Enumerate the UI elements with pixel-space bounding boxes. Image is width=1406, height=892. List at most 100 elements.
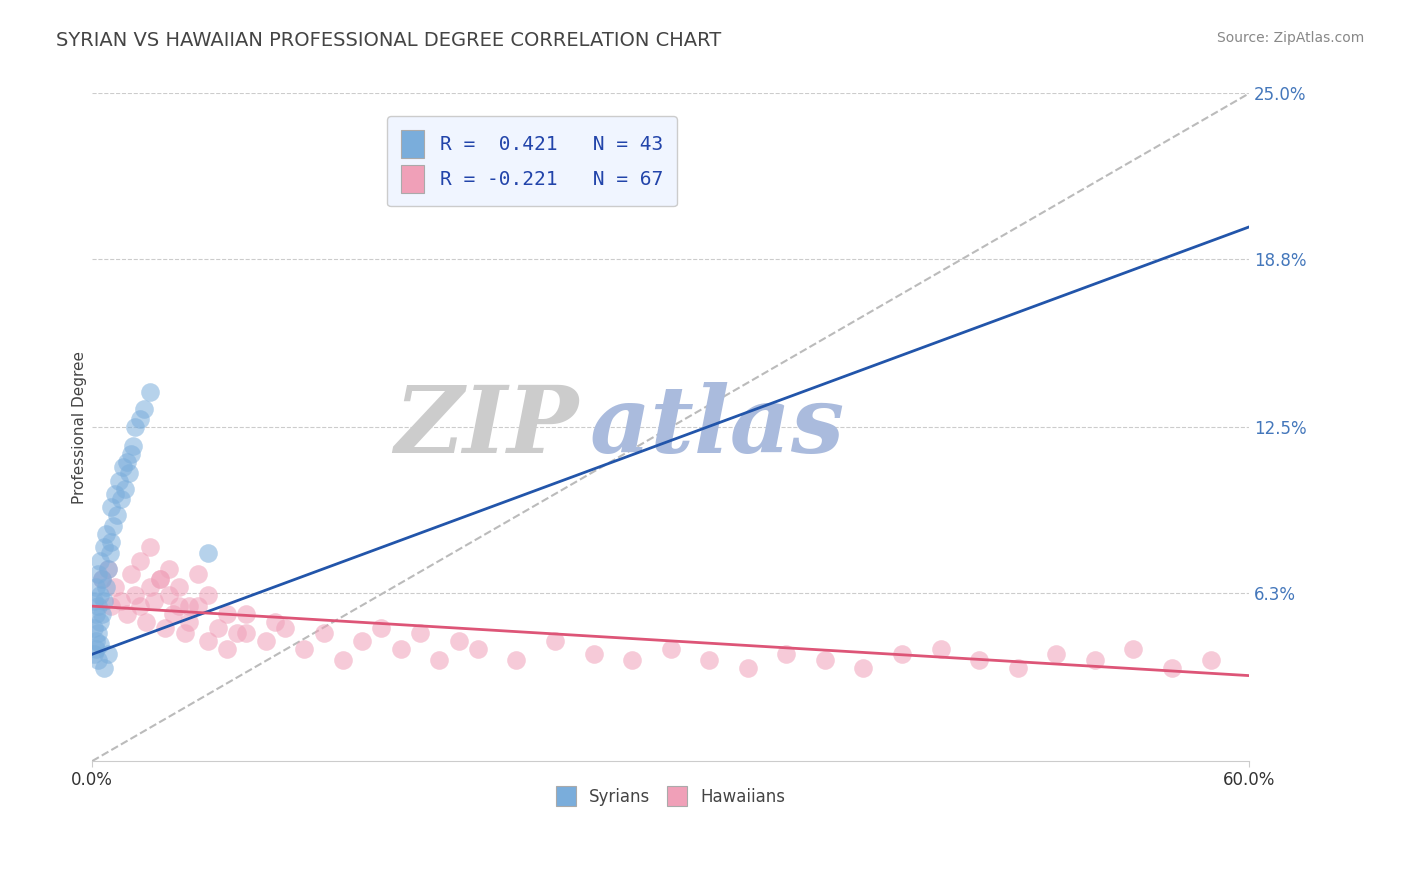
Point	[582, 647, 605, 661]
Point	[112, 460, 135, 475]
Point	[197, 589, 219, 603]
Point	[852, 660, 875, 674]
Point	[967, 652, 990, 666]
Point	[197, 546, 219, 560]
Point	[162, 607, 184, 622]
Point	[157, 589, 180, 603]
Point	[173, 626, 195, 640]
Point	[120, 567, 142, 582]
Point	[167, 599, 190, 614]
Point	[129, 554, 152, 568]
Point	[332, 652, 354, 666]
Point	[187, 567, 209, 582]
Point	[389, 641, 412, 656]
Point	[235, 607, 257, 622]
Point	[274, 621, 297, 635]
Point	[100, 500, 122, 515]
Point	[207, 621, 229, 635]
Point	[352, 633, 374, 648]
Point	[197, 633, 219, 648]
Point	[97, 647, 120, 661]
Point	[87, 599, 110, 614]
Point	[84, 641, 107, 656]
Point	[93, 594, 115, 608]
Point	[505, 652, 527, 666]
Point	[104, 487, 127, 501]
Point	[409, 626, 432, 640]
Point	[891, 647, 914, 661]
Point	[90, 573, 112, 587]
Point	[83, 594, 105, 608]
Point	[929, 641, 952, 656]
Point	[1161, 660, 1184, 674]
Point	[100, 599, 122, 614]
Point	[87, 626, 110, 640]
Point	[1122, 641, 1144, 656]
Point	[167, 581, 190, 595]
Point	[312, 626, 335, 640]
Point	[83, 621, 105, 635]
Point	[84, 607, 107, 622]
Point	[110, 594, 132, 608]
Point	[89, 636, 111, 650]
Point	[254, 633, 277, 648]
Point	[90, 607, 112, 622]
Point	[97, 562, 120, 576]
Point	[544, 633, 567, 648]
Point	[264, 615, 287, 630]
Point	[87, 652, 110, 666]
Point	[235, 626, 257, 640]
Point	[621, 652, 644, 666]
Point	[370, 621, 392, 635]
Point	[87, 567, 110, 582]
Point	[115, 607, 138, 622]
Point	[103, 519, 125, 533]
Point	[83, 647, 105, 661]
Point	[775, 647, 797, 661]
Point	[104, 581, 127, 595]
Point	[121, 439, 143, 453]
Point	[89, 615, 111, 630]
Point	[1199, 652, 1222, 666]
Point	[292, 641, 315, 656]
Point	[737, 660, 759, 674]
Point	[142, 594, 165, 608]
Point	[110, 492, 132, 507]
Point	[118, 466, 141, 480]
Point	[124, 589, 146, 603]
Point	[89, 589, 111, 603]
Point	[129, 599, 152, 614]
Point	[659, 641, 682, 656]
Point	[97, 562, 120, 576]
Point	[105, 508, 128, 523]
Point	[814, 652, 837, 666]
Y-axis label: Professional Degree: Professional Degree	[72, 351, 87, 504]
Point	[1045, 647, 1067, 661]
Point	[134, 401, 156, 416]
Point	[217, 607, 239, 622]
Point	[697, 652, 720, 666]
Point	[177, 615, 200, 630]
Text: SYRIAN VS HAWAIIAN PROFESSIONAL DEGREE CORRELATION CHART: SYRIAN VS HAWAIIAN PROFESSIONAL DEGREE C…	[56, 31, 721, 50]
Point	[114, 482, 136, 496]
Point	[225, 626, 247, 640]
Point	[120, 447, 142, 461]
Point	[90, 573, 112, 587]
Point	[187, 599, 209, 614]
Point	[149, 573, 172, 587]
Point	[93, 541, 115, 555]
Point	[139, 385, 162, 400]
Point	[149, 573, 172, 587]
Point	[100, 535, 122, 549]
Point	[447, 633, 470, 648]
Point	[98, 546, 121, 560]
Point	[217, 641, 239, 656]
Point	[94, 527, 117, 541]
Point	[467, 641, 489, 656]
Point	[108, 474, 131, 488]
Point	[135, 615, 157, 630]
Point	[89, 554, 111, 568]
Point	[139, 541, 162, 555]
Point	[84, 581, 107, 595]
Point	[139, 581, 162, 595]
